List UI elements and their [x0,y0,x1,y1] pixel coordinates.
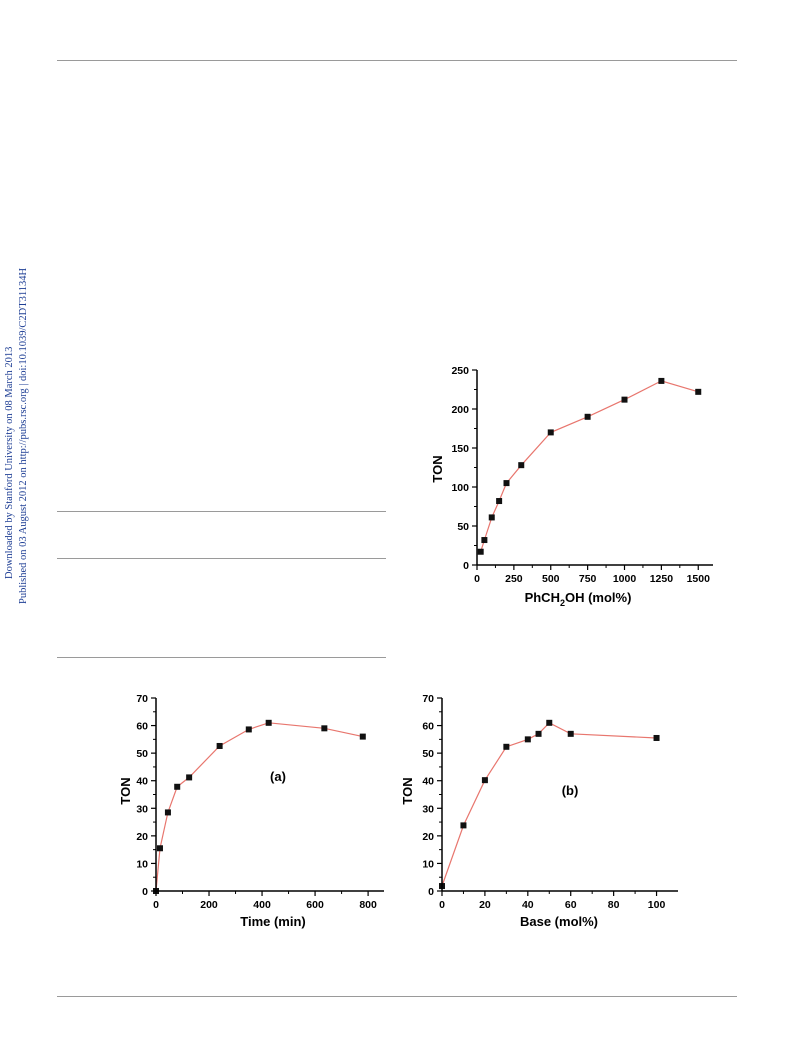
x-tick-label: 200 [200,899,218,911]
page-bottom-rule [57,996,737,997]
data-point [460,822,467,829]
plot-area [153,719,366,894]
x-tick-label: 80 [608,899,620,911]
y-tick-label: 20 [422,831,434,843]
publication-note: Published on 03 August 2012 on http://pu… [18,267,29,604]
plot-area [477,377,702,555]
y-tick-label: 40 [136,776,148,788]
x-tick-label: 800 [359,899,377,911]
x-tick-label: 0 [153,899,159,911]
data-point [186,774,193,781]
y-tick-label: 50 [422,748,434,760]
data-point [567,730,574,737]
x-tick-label: 20 [479,899,491,911]
data-point [658,377,665,384]
y-tick-label: 10 [422,858,434,870]
x-tick-label: 100 [648,899,666,911]
data-point [584,413,591,420]
y-axis-title: TON [400,777,415,804]
y-tick-label: 30 [136,803,148,815]
data-point [547,429,554,436]
series-line [480,380,699,552]
ton-vs-time-chart: 0 200 400 600 800 0 10 20 30 40 50 60 70 (a) TON Tim… [118,693,384,929]
panel-label-a: (a) [270,769,286,784]
x-tick-label: 750 [579,573,597,585]
y-axis-title: TON [430,455,445,482]
data-point [164,809,171,816]
y-tick-label: 70 [136,693,148,705]
data-point [481,777,488,784]
y-tick-label: 0 [463,560,469,572]
table-rule-3 [57,657,386,658]
axis-ticks: 0 200 400 600 800 0 10 20 30 40 50 60 70 [136,693,384,911]
data-point [216,742,223,749]
y-tick-label: 10 [136,858,148,870]
x-axis-title: Time (min) [240,914,306,929]
data-point [359,733,366,740]
x-tick-label: 40 [522,899,534,911]
data-point [524,736,531,743]
download-note: Downloaded by Stanford University on 08 … [4,346,15,579]
x-tick-label: 0 [474,573,480,585]
data-point [546,719,553,726]
y-tick-label: 20 [136,831,148,843]
table-rule-2 [57,558,386,559]
y-tick-label: 250 [451,365,469,377]
axis-ticks: 0 250 500 750 1000 1250 1500 0 50 100 150 200 250 [451,365,713,585]
y-tick-label: 50 [457,521,469,533]
x-tick-label: 1500 [687,573,711,585]
data-point [321,725,328,732]
x-axis-title: PhCH2OH (mol%) [525,590,632,608]
data-point [481,537,488,544]
x-tick-label: 500 [542,573,560,585]
data-point [695,388,702,395]
x-tick-label: 600 [306,899,324,911]
y-tick-label: 70 [422,693,434,705]
data-point [245,726,252,733]
y-tick-label: 0 [142,886,148,898]
data-point [621,396,628,403]
x-axis-title-main: PhCH [525,590,560,605]
axis-ticks: 0 20 40 60 80 100 0 10 20 30 40 50 60 70 [422,693,678,911]
panel-label-b: (b) [562,783,579,798]
data-point [174,783,181,790]
y-tick-label: 150 [451,443,469,455]
y-tick-label: 60 [422,721,434,733]
x-tick-label: 1250 [650,573,674,585]
data-point [477,548,484,555]
x-tick-label: 0 [439,899,445,911]
y-tick-label: 60 [136,721,148,733]
x-axis-title-tail: OH (mol%) [565,590,631,605]
data-point [653,734,660,741]
x-tick-label: 60 [565,899,577,911]
y-tick-label: 0 [428,886,434,898]
x-axis-title-subscript: 2 [560,598,565,608]
data-point [503,743,510,750]
data-point [265,719,272,726]
plot-area [439,719,660,890]
page-top-rule [57,60,737,61]
x-tick-label: 1000 [613,573,637,585]
table-rule-1 [57,511,386,512]
data-point [156,845,163,852]
y-tick-label: 100 [451,482,469,494]
y-axis-title: TON [118,777,133,804]
y-tick-label: 30 [422,803,434,815]
x-tick-label: 250 [505,573,523,585]
y-tick-label: 200 [451,404,469,416]
data-point [503,480,510,487]
series-line [155,722,363,892]
data-point [496,498,503,505]
data-point [518,462,525,469]
x-axis-title: Base (mol%) [520,914,598,929]
y-tick-label: 40 [422,776,434,788]
ton-vs-benzyl-alcohol-chart: 0 250 500 750 1000 1250 1500 0 50 100 150 200 250 TO… [430,365,713,608]
data-point [535,730,542,737]
x-tick-label: 400 [253,899,271,911]
data-point [488,514,495,521]
ton-vs-base-chart: 0 20 40 60 80 100 0 10 20 30 40 50 60 70 (b) TON Base… [400,693,678,929]
y-tick-label: 50 [136,748,148,760]
series-line [441,722,657,887]
